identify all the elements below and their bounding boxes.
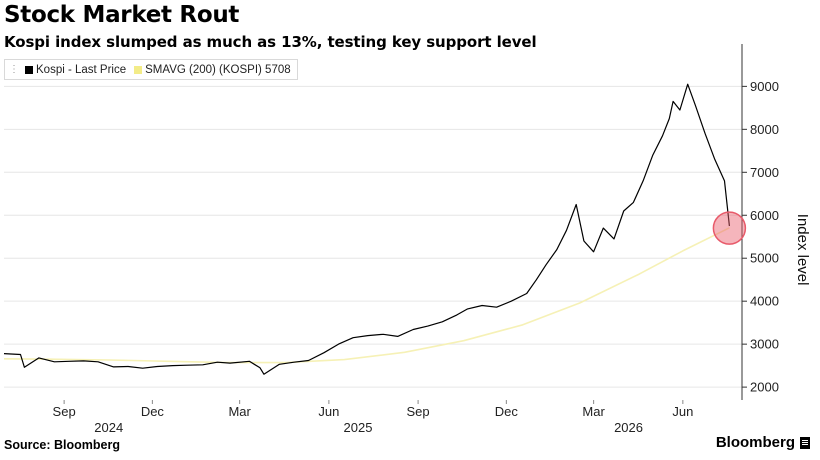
legend-item-kospi: Kospi - Last Price	[25, 64, 126, 76]
source-note: Source: Bloomberg	[4, 438, 120, 452]
brand-logo: Bloomberg	[716, 434, 810, 451]
ytick-label: 5000	[750, 251, 779, 266]
xtick-label: Jun	[672, 404, 693, 419]
xtick-label: Mar	[582, 404, 605, 419]
xtick-label: Dec	[495, 404, 519, 419]
legend-item-smavg: SMAVG (200) (KOSPI) 5708	[134, 64, 291, 76]
legend-swatch-smavg	[134, 65, 143, 74]
xtick-label: Sep	[407, 404, 430, 419]
legend-label-kospi: Kospi - Last Price	[36, 63, 127, 76]
series-group	[3, 83, 730, 375]
year-label: 2026	[614, 420, 643, 435]
chart-subtitle: Kospi index slumped as much as 13%, test…	[4, 33, 537, 51]
series-line-kospi	[3, 83, 730, 375]
xtick-label: Dec	[141, 404, 165, 419]
ytick-label: 3000	[750, 337, 779, 352]
legend-label-smavg: SMAVG (200) (KOSPI) 5708	[145, 63, 291, 76]
ytick-label: 2000	[750, 380, 779, 395]
ytick-label: 6000	[750, 208, 779, 223]
ytick-label: 4000	[750, 294, 779, 309]
xtick-label: Sep	[53, 404, 76, 419]
ytick-label: 7000	[750, 165, 779, 180]
year-label: 2025	[344, 420, 373, 435]
gridlines	[4, 85, 742, 388]
axes	[63, 44, 747, 404]
series-line-smavg	[3, 227, 730, 364]
y-axis-label: Index level	[794, 214, 811, 286]
tick-labels: 2000 3000 4000 5000 6000 7000 8000 9000 Sep Dec Ma…	[53, 79, 811, 435]
ytick-label: 9000	[750, 79, 779, 94]
annotations	[712, 211, 747, 245]
xtick-label: Mar	[228, 404, 251, 419]
legend-handle-icon[interactable]: ⋮	[9, 64, 19, 75]
legend-swatch-kospi	[25, 65, 33, 74]
ytick-label: 8000	[750, 122, 779, 137]
bloomberg-terminal-icon	[800, 436, 810, 449]
brand-name: Bloomberg	[715, 434, 795, 451]
highlight-circle	[712, 211, 747, 245]
legend: ⋮ Kospi - Last Price SMAVG (200) (KOSPI)…	[4, 59, 298, 80]
year-label: 2024	[94, 420, 123, 435]
chart-title: Stock Market Rout	[4, 2, 240, 28]
xtick-label: Jun	[318, 404, 339, 419]
